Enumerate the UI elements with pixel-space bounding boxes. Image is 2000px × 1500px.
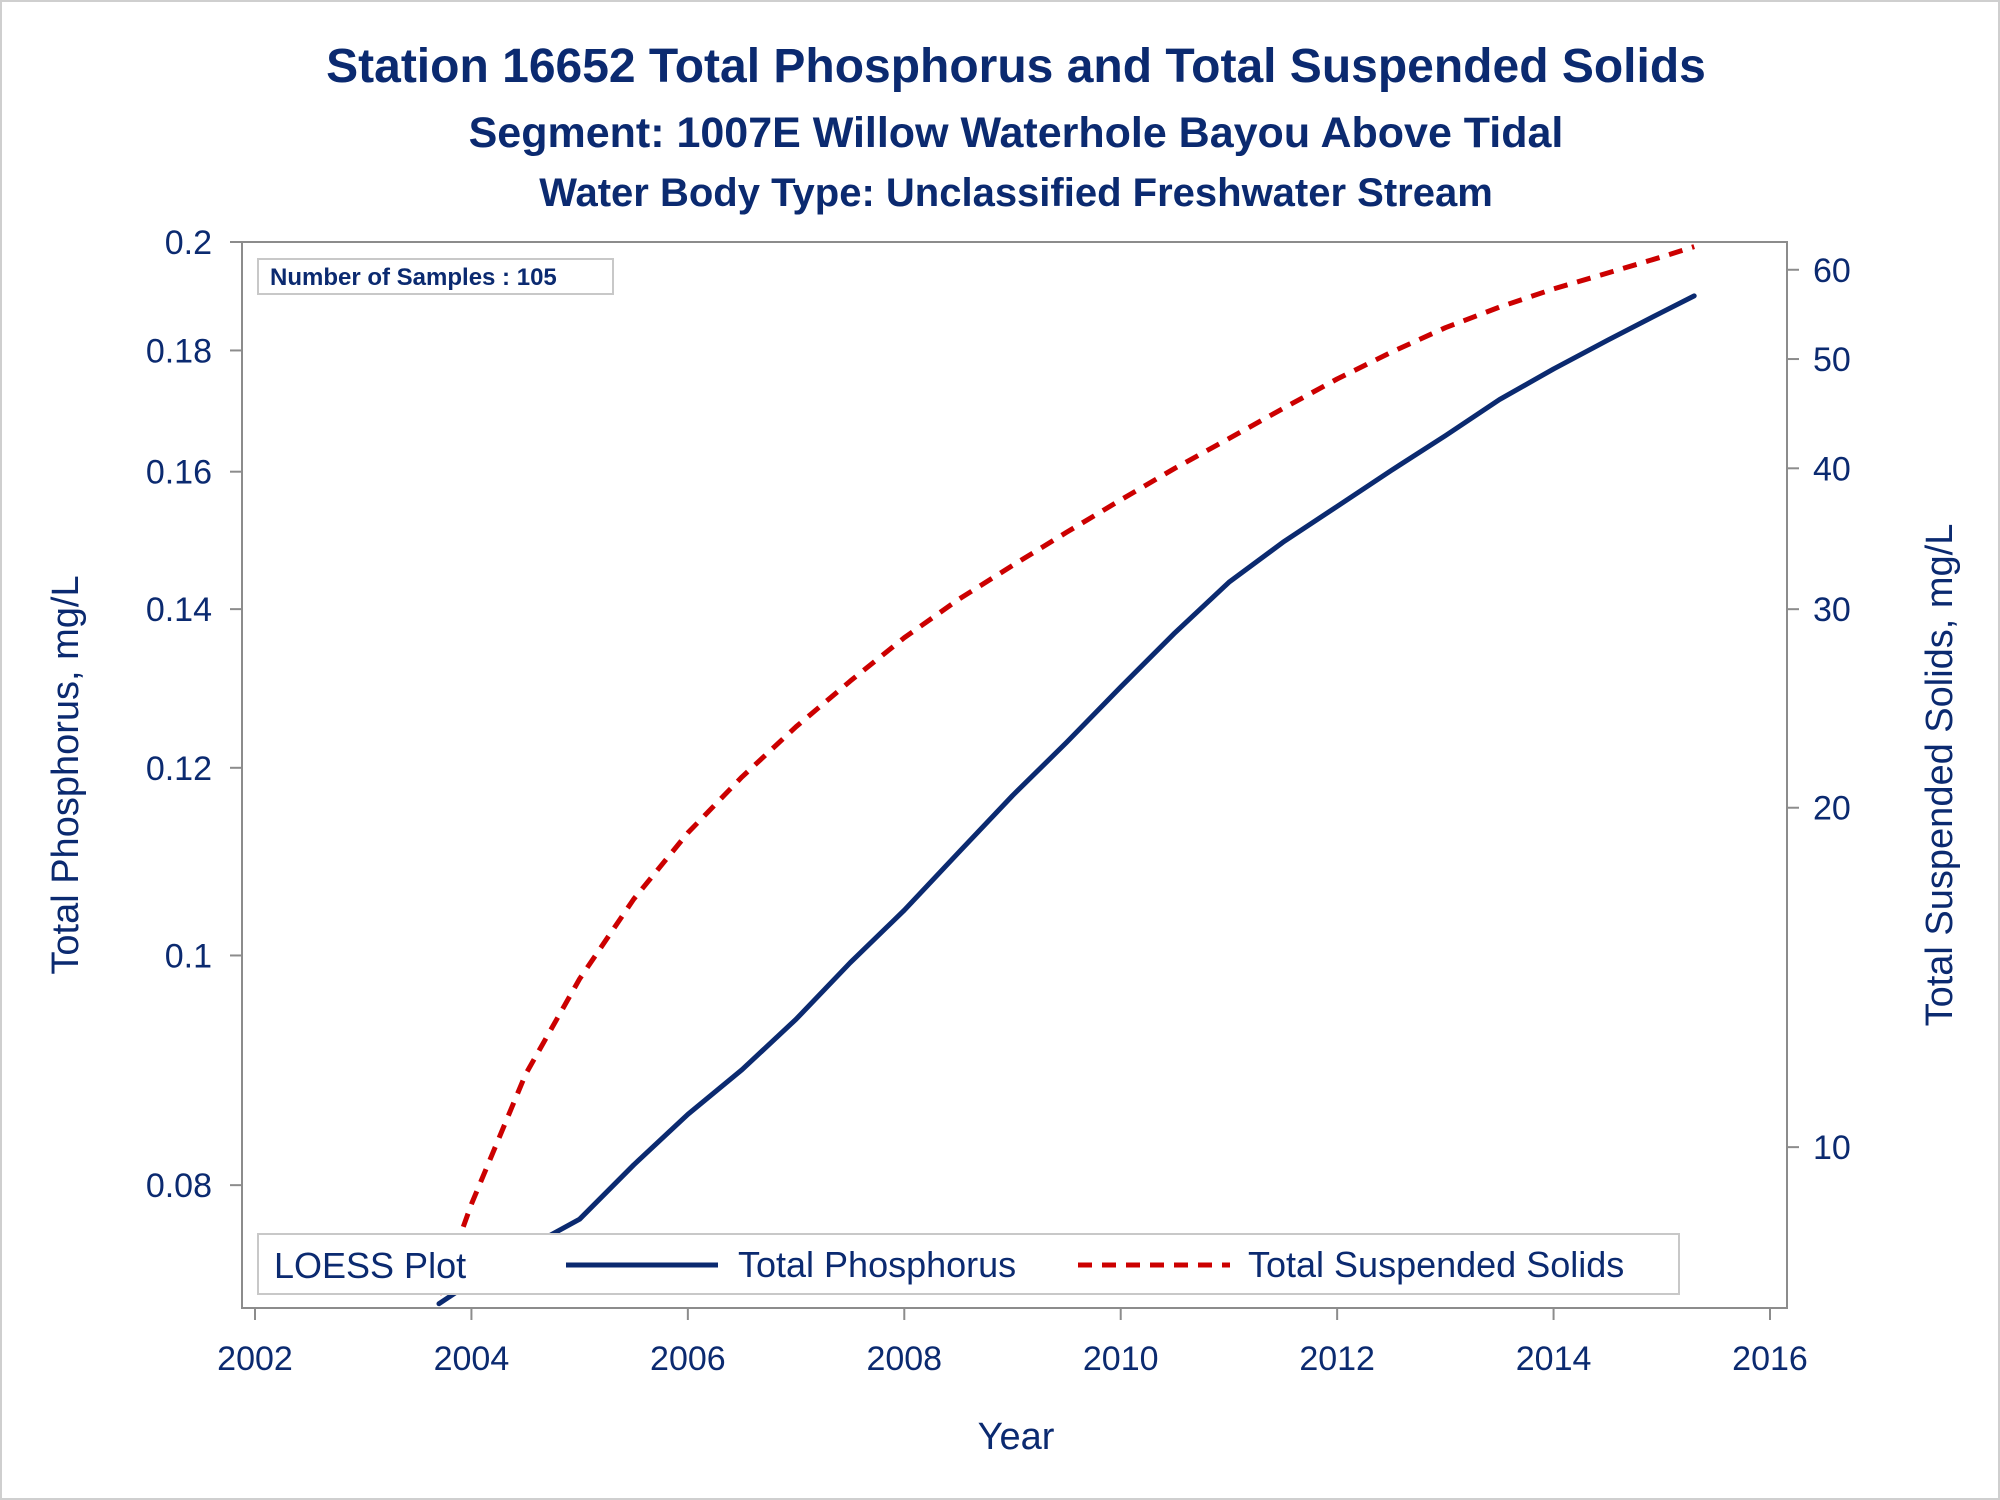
x-tick-label: 2006 [650, 1340, 726, 1378]
chart-subtitle: Segment: 1007E Willow Waterhole Bayou Ab… [469, 109, 1564, 157]
y-left-tick-label: 0.12 [146, 750, 212, 788]
y-left-tick-label: 0.1 [165, 937, 212, 975]
x-axis-label: Year [978, 1416, 1055, 1458]
plot-area [241, 241, 1788, 1309]
y-left-tick-label: 0.18 [146, 332, 212, 370]
y-left-tick-label: 0.14 [146, 591, 212, 629]
chart-subtitle-2: Water Body Type: Unclassified Freshwater… [539, 171, 1493, 215]
y-axis-left-label: Total Phosphorus, mg/L [45, 575, 87, 974]
series-layer [436, 244, 1697, 1307]
y-axis-right-label: Total Suspended Solids, mg/L [1919, 524, 1961, 1027]
legend-box [257, 1233, 1680, 1295]
sample-count-box [257, 258, 614, 295]
x-tick-label: 2002 [217, 1340, 293, 1378]
sample-count-label: Number of Samples : 105 [270, 264, 557, 291]
y-right-tick-label: 40 [1813, 450, 1851, 488]
x-tick-label: 2004 [434, 1340, 510, 1378]
y-right-tick-label: 50 [1813, 341, 1851, 379]
y-left-tick-label: 0.08 [146, 1167, 212, 1205]
series-line-total-suspended-solids [436, 244, 1695, 1296]
x-tick-label: 2012 [1299, 1340, 1375, 1378]
y-right-tick-label: 20 [1813, 790, 1851, 828]
y-axis-left: 0.08 0.1 0.12 0.14 0.16 0.18 0.2 [146, 224, 242, 1205]
y-right-tick-label: 10 [1813, 1129, 1851, 1167]
chart-title: Station 16652 Total Phosphorus and Total… [326, 40, 1706, 93]
y-right-tick-label: 30 [1813, 591, 1851, 629]
series-line-total-phosphorus [436, 293, 1697, 1307]
legend-label-total-phosphorus: Total Phosphorus [738, 1244, 1016, 1285]
y-left-tick-label: 0.2 [165, 224, 212, 262]
legend-label-total-suspended-solids: Total Suspended Solids [1248, 1244, 1624, 1285]
y-left-tick-label: 0.16 [146, 454, 212, 492]
x-tick-label: 2010 [1083, 1340, 1159, 1378]
x-tick-label: 2008 [866, 1340, 942, 1378]
y-right-tick-label: 60 [1813, 252, 1851, 290]
x-tick-label: 2014 [1516, 1340, 1592, 1378]
y-axis-right: 10 20 30 40 50 60 [1787, 252, 1851, 1167]
x-tick-label: 2016 [1732, 1340, 1808, 1378]
legend-title: LOESS Plot [274, 1245, 466, 1286]
x-axis: 2002 2004 2006 2008 2010 2012 2014 2016 [217, 1308, 1808, 1378]
